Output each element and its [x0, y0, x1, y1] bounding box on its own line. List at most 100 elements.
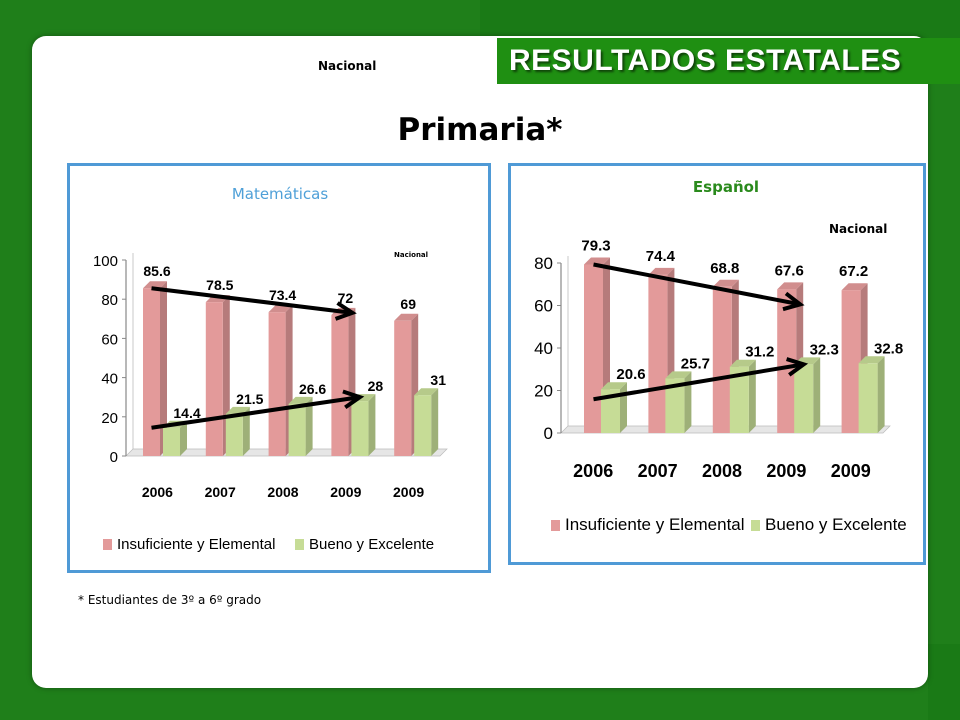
bar-front	[331, 314, 349, 456]
chart-legend: Insuficiente y Elemental Bueno y Excelent…	[103, 536, 434, 553]
nacional-annotation: Nacional	[829, 222, 887, 236]
bar-side	[242, 406, 250, 456]
y-tick-label: 40	[101, 371, 118, 388]
page-title: Primaria*	[397, 112, 563, 148]
legend-swatch	[751, 520, 760, 531]
bar-bueno	[794, 357, 821, 433]
bar-top	[584, 257, 610, 265]
bar-top	[729, 359, 756, 367]
bar-top	[648, 267, 675, 275]
legend-label: Bueno y Excelente	[765, 515, 907, 534]
bar-front	[143, 288, 160, 456]
arrow-shaft	[151, 286, 353, 315]
trend-arrow-insuficiente	[593, 262, 805, 312]
chart-panel-espanol: Español Nacional 0 20 40 60 80 79.3 20.6 2006 74.4…	[508, 163, 926, 565]
bar-top	[665, 371, 692, 379]
legend-swatch	[295, 539, 304, 550]
data-label-insuficiente: 73.4	[269, 287, 296, 303]
bar-front	[665, 378, 685, 433]
bar-front	[288, 403, 306, 456]
x-tick-label: 2006	[573, 461, 613, 481]
bar-bueno	[225, 406, 250, 456]
bar-side	[813, 357, 821, 433]
data-label-bueno: 32.3	[810, 341, 839, 358]
nacional-label-top: Nacional	[318, 59, 377, 73]
x-tick-label: 2007	[205, 484, 236, 500]
corner-decoration-top	[480, 0, 960, 40]
legend-swatch	[551, 520, 560, 531]
x-tick-label: 2009	[393, 484, 424, 500]
data-label-insuficiente: 68.8	[710, 260, 739, 277]
bar-side	[180, 420, 187, 456]
bar-front	[841, 290, 861, 433]
data-label-bueno: 26.6	[299, 381, 326, 397]
bar-top	[841, 283, 868, 291]
data-label-bueno: 28	[368, 378, 384, 394]
bar-side	[305, 396, 313, 456]
trend-arrow-insuficiente	[151, 286, 357, 321]
bar-bueno	[288, 396, 313, 456]
data-label-insuficiente: 79.3	[581, 237, 610, 254]
bar-side	[684, 371, 692, 433]
data-label-bueno: 31	[430, 372, 446, 388]
bar-front	[712, 286, 732, 433]
bar-side	[748, 359, 756, 433]
arrow-head	[334, 301, 357, 321]
footnote: * Estudiantes de 3º a 6º grado	[78, 593, 262, 607]
legend-label: Insuficiente y Elemental	[117, 536, 275, 553]
bar-top	[143, 281, 167, 289]
bar-top	[268, 305, 293, 313]
arrow-head	[342, 389, 365, 410]
trend-arrow-bueno	[151, 389, 365, 430]
bar-side	[160, 281, 167, 456]
x-tick-label: 2008	[702, 461, 742, 481]
y-tick-label: 0	[544, 424, 553, 443]
x-tick-label: 2006	[142, 484, 173, 500]
legend-label: Bueno y Excelente	[309, 536, 434, 553]
data-label-insuficiente: 85.6	[143, 263, 170, 279]
chart-espanol: Español Nacional 0 20 40 60 80 79.3 20.6 2006 74.4…	[534, 178, 907, 534]
y-tick-label: 60	[534, 297, 553, 316]
x-tick-label: 2009	[831, 461, 871, 481]
bar-top	[225, 406, 250, 414]
y-tick-label: 20	[534, 382, 553, 401]
x-tick-label: 2007	[638, 461, 678, 481]
data-label-bueno: 32.8	[874, 340, 903, 357]
bar-top	[288, 396, 313, 404]
x-tick-label: 2008	[267, 484, 298, 500]
bar-front	[601, 389, 620, 433]
data-label-bueno: 31.2	[745, 344, 774, 361]
bar-front	[394, 320, 412, 456]
bar-front	[205, 302, 223, 456]
chart-matematicas: Matemáticas Nacional 0 20 40 60 80 100 85.6 14.4 2…	[93, 185, 448, 553]
y-tick-label: 100	[93, 253, 118, 270]
chart-panel-matematicas: Matemáticas Nacional 0 20 40 60 80 100 85.6 14.4 2…	[67, 163, 491, 573]
bar-front	[351, 401, 369, 456]
data-label-bueno: 14.4	[173, 405, 200, 421]
data-label-insuficiente: 78.5	[206, 277, 233, 293]
data-label-insuficiente: 69	[400, 296, 416, 312]
data-label-insuficiente: 67.2	[839, 263, 868, 280]
bar-top	[777, 282, 804, 290]
bar-front	[414, 395, 432, 456]
bar-front	[858, 363, 878, 433]
bar-top	[394, 313, 419, 321]
bar-bueno	[601, 382, 627, 433]
legend-swatch	[103, 539, 112, 550]
bar-front	[648, 274, 668, 433]
legend-label: Insuficiente y Elemental	[565, 515, 745, 534]
bar-insuficiente	[143, 281, 167, 456]
data-label-bueno: 21.5	[236, 391, 263, 407]
bar-bueno	[414, 388, 439, 456]
data-label-insuficiente: 72	[338, 290, 354, 306]
y-tick-label: 80	[534, 254, 553, 273]
bar-bueno	[665, 371, 692, 433]
bar-side	[877, 356, 885, 433]
data-label-insuficiente: 67.6	[775, 262, 804, 279]
bar-top	[601, 382, 627, 390]
nacional-annotation: Nacional	[394, 251, 428, 259]
bar-front	[268, 312, 286, 456]
data-label-bueno: 20.6	[616, 366, 645, 383]
bar-side	[620, 382, 627, 433]
bar-front	[729, 366, 749, 433]
